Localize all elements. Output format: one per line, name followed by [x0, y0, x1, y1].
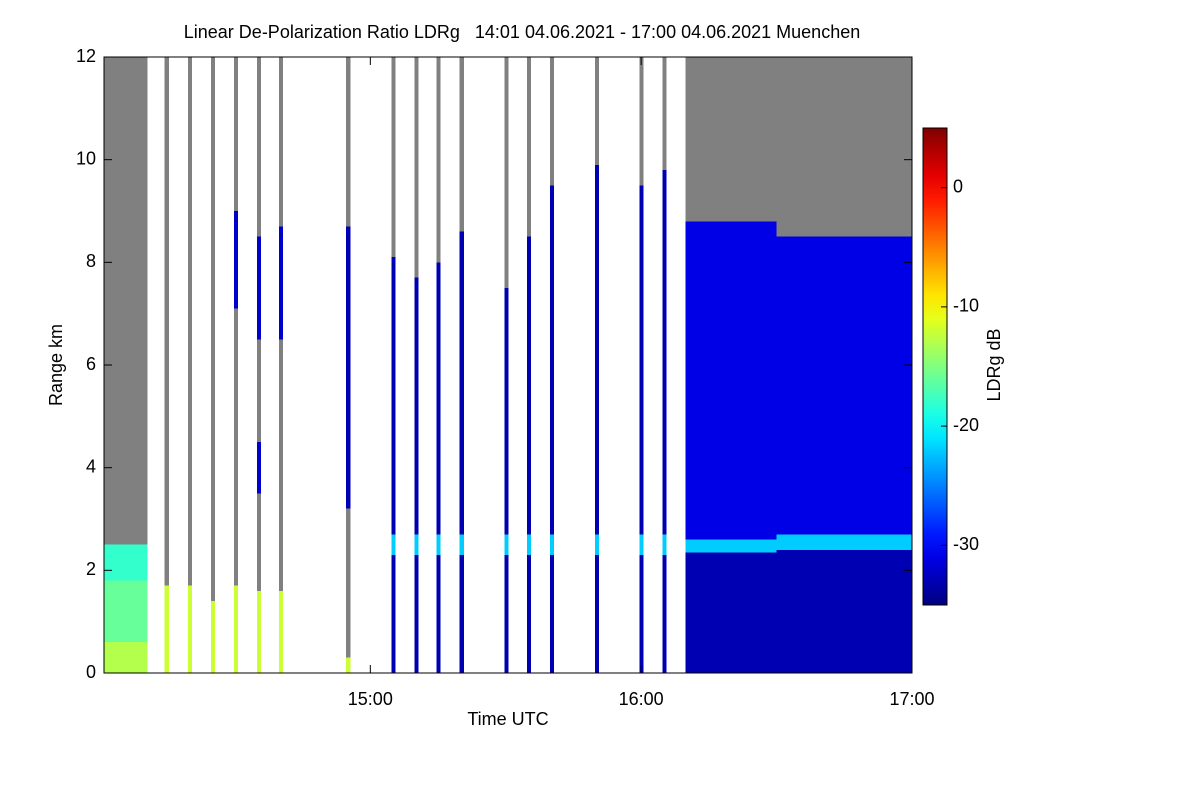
- x-tick-label: 17:00: [889, 689, 934, 709]
- y-tick-label: 0: [86, 662, 96, 682]
- heatmap-cell: [279, 339, 284, 591]
- heatmap-cell: [346, 226, 351, 509]
- heatmap-cell: [256, 236, 261, 340]
- heatmap-cell: [639, 57, 644, 186]
- heatmap-cell: [526, 57, 531, 237]
- heatmap-cell: [459, 534, 464, 555]
- heatmap-cell: [256, 442, 261, 494]
- heatmap-cell: [391, 57, 396, 258]
- heatmap-cell: [776, 236, 912, 535]
- heatmap-cell: [256, 339, 261, 442]
- heatmap-cell: [256, 590, 261, 673]
- heatmap-cell: [164, 57, 169, 586]
- heatmap-cell: [233, 211, 238, 309]
- heatmap-cell: [104, 580, 148, 643]
- heatmap-cell: [104, 642, 148, 673]
- colorbar-tick-label: -30: [953, 534, 979, 554]
- heatmap-cell: [662, 57, 667, 170]
- heatmap-cell: [436, 262, 441, 535]
- heatmap-cell: [526, 534, 531, 555]
- y-tick-label: 4: [86, 456, 96, 476]
- heatmap-cell: [187, 57, 192, 586]
- heatmap-cell: [685, 539, 777, 553]
- heatmap-cell: [233, 308, 238, 586]
- heatmap-cell: [346, 657, 351, 673]
- heatmap-cell: [595, 554, 600, 673]
- colorbar-tick-label: -20: [953, 415, 979, 435]
- heatmap-cell: [662, 554, 667, 673]
- heatmap-cell: [233, 57, 238, 211]
- heatmap-cell: [662, 169, 667, 535]
- x-tick-label: 16:00: [619, 689, 664, 709]
- heatmap-cell: [279, 57, 284, 227]
- heatmap-cell: [504, 534, 509, 555]
- heatmap-cell: [233, 585, 238, 673]
- heatmap-cell: [504, 288, 509, 535]
- y-tick-label: 12: [76, 46, 96, 66]
- heatmap-cell: [639, 554, 644, 673]
- heatmap-cell: [776, 57, 912, 237]
- heatmap-cell: [187, 585, 192, 673]
- heatmap-cell: [436, 534, 441, 555]
- heatmap-cell: [104, 544, 148, 581]
- y-tick-label: 8: [86, 251, 96, 271]
- heatmap-cell: [549, 554, 554, 673]
- heatmap-cell: [595, 57, 600, 165]
- heatmap-cell: [549, 534, 554, 555]
- heatmap-cell: [279, 590, 284, 673]
- heatmap-cell: [436, 554, 441, 673]
- heatmap-cell: [549, 57, 554, 186]
- heatmap-cell: [256, 57, 261, 237]
- heatmap-cell: [662, 534, 667, 555]
- heatmap-cell: [346, 508, 351, 658]
- heatmap-cell: [414, 534, 419, 555]
- heatmap-cell: [414, 277, 419, 535]
- heatmap-cell: [595, 164, 600, 535]
- y-tick-label: 2: [86, 559, 96, 579]
- heatmap-cell: [776, 549, 912, 673]
- heatmap-cell: [526, 236, 531, 535]
- heatmap-cell: [459, 554, 464, 673]
- heatmap-cell: [279, 226, 284, 340]
- heatmap-cell: [164, 585, 169, 673]
- heatmap-cell: [685, 57, 777, 222]
- heatmap-cell: [776, 534, 912, 550]
- colorbar-tick-label: 0: [953, 176, 963, 196]
- heatmap-cell: [595, 534, 600, 555]
- heatmap-cell: [639, 185, 644, 535]
- heatmap-cell: [346, 57, 351, 227]
- heatmap-cell: [685, 552, 777, 673]
- heatmap-cell: [504, 554, 509, 673]
- heatmap-cell: [104, 57, 148, 545]
- heatmap-cell: [210, 601, 215, 673]
- heatmap-cell: [459, 231, 464, 535]
- chart-title: Linear De-Polarization Ratio LDRg 14:01 …: [184, 22, 860, 42]
- colorbar-tick-label: -10: [953, 296, 979, 316]
- colorbar: [922, 127, 948, 606]
- x-tick-label: 15:00: [348, 689, 393, 709]
- heatmap-cell: [526, 554, 531, 673]
- heatmap-cell: [391, 554, 396, 673]
- heatmap-cell: [391, 534, 396, 555]
- x-axis-label: Time UTC: [467, 709, 548, 729]
- heatmap-cell: [685, 221, 777, 540]
- heatmap-cell: [549, 185, 554, 535]
- heatmap-cell: [256, 493, 261, 591]
- heatmap-cell: [504, 57, 509, 288]
- heatmap-cell: [391, 257, 396, 535]
- heatmap-cell: [639, 534, 644, 555]
- heatmap-cell: [436, 57, 441, 263]
- heatmap-cell: [414, 57, 419, 278]
- y-axis-label: Range km: [46, 324, 66, 406]
- colorbar-label: LDRg dB: [984, 328, 1004, 401]
- y-tick-label: 6: [86, 354, 96, 374]
- heatmap-cell: [459, 57, 464, 232]
- heatmap-cell: [210, 57, 215, 602]
- y-tick-label: 10: [76, 148, 96, 168]
- heatmap-cell: [414, 554, 419, 673]
